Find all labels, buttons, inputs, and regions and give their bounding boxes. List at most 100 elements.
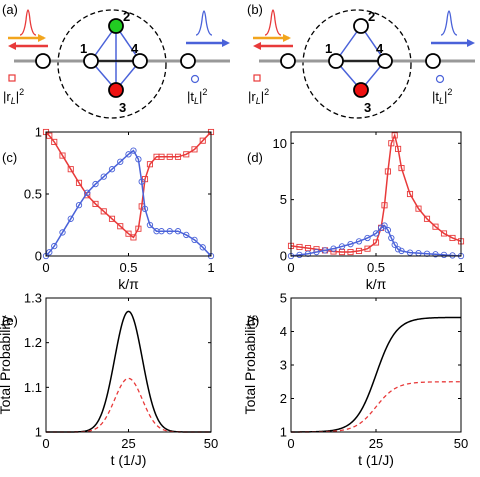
blue-arrow-head-icon	[467, 39, 475, 47]
lead-node-right	[180, 53, 196, 69]
data-point-circle	[296, 251, 303, 259]
data-point-circle	[406, 249, 414, 256]
y-tick-label: 1.1	[24, 380, 42, 395]
data-point-square	[395, 145, 402, 152]
y-tick-label: 0.5	[24, 187, 42, 202]
lead-node-left	[35, 53, 51, 69]
series-line-1	[46, 377, 211, 433]
node-2	[108, 18, 124, 34]
orange-arrow-head-icon	[38, 34, 46, 42]
x-tick-label: 25	[369, 436, 383, 451]
dashed-boundary-circle	[57, 9, 167, 119]
node-label-4: 4	[131, 41, 139, 56]
t-marker-icon	[190, 74, 200, 84]
plot-frame	[290, 131, 462, 257]
data-point-square	[67, 166, 74, 173]
x-tick-label: 50	[204, 436, 218, 451]
data-point-circle	[440, 251, 448, 259]
transmitted-wavepacket-icon	[195, 10, 213, 36]
data-point-circle	[138, 178, 145, 185]
data-point-square	[146, 161, 154, 168]
x-tick-label: 0	[42, 436, 49, 451]
r-marker-icon	[253, 74, 261, 82]
node-4	[132, 53, 148, 69]
x-tick-label: 0.5	[367, 260, 385, 275]
node-3	[108, 82, 124, 98]
x-tick-label: 1	[457, 260, 464, 275]
y-axis-label: Total Probability	[242, 316, 258, 415]
data-point-circle	[46, 249, 53, 256]
data-point-circle	[84, 189, 91, 196]
series-line-1	[290, 224, 462, 257]
x-tick-label: 0	[42, 260, 49, 275]
panel-label-b: (b)	[247, 2, 263, 17]
data-point-square	[355, 247, 363, 254]
data-point-square	[449, 234, 456, 242]
node-label-1: 1	[80, 41, 87, 56]
data-point-circle	[67, 215, 74, 222]
node-label-3: 3	[119, 100, 126, 115]
data-point-square	[108, 215, 116, 222]
incident-wavepacket-icon	[19, 9, 37, 36]
data-point-circle	[146, 221, 154, 229]
y-tick-label: 10	[273, 136, 287, 151]
data-point-square	[75, 179, 83, 186]
data-point-circle	[191, 236, 198, 244]
node-label-3: 3	[364, 100, 371, 115]
x-tick-label: 25	[121, 436, 135, 451]
data-point-square	[174, 153, 182, 160]
schematic-b: (b) 1 2 3 4 |rL|2 |tL|2	[247, 2, 475, 119]
data-point-circle	[321, 247, 329, 254]
r-label: |rL|2	[248, 87, 269, 106]
data-point-square	[117, 223, 124, 230]
data-point-circle	[338, 243, 346, 250]
data-point-circle	[158, 228, 165, 235]
data-point-circle	[449, 252, 456, 259]
data-point-circle	[141, 205, 149, 213]
x-axis-label: t (1/J)	[111, 452, 147, 468]
data-point-circle	[347, 241, 354, 248]
data-point-circle	[398, 247, 405, 255]
x-axis-label: k/π	[118, 276, 139, 292]
x-axis-label: k/π	[366, 276, 387, 292]
data-point-circle	[135, 156, 142, 163]
data-point-square	[51, 138, 58, 145]
data-point-square	[183, 151, 190, 158]
data-point-square	[199, 137, 206, 144]
series-line-0	[290, 133, 462, 253]
y-tick-label: 1	[280, 425, 287, 440]
node-label-4: 4	[376, 41, 384, 56]
data-point-circle	[153, 228, 160, 235]
data-point-square	[59, 152, 66, 159]
data-point-square	[381, 202, 388, 209]
data-point-circle	[364, 234, 371, 242]
data-point-circle	[130, 147, 137, 154]
t-marker-icon	[435, 74, 445, 84]
data-point-circle	[108, 166, 116, 173]
data-point-square	[135, 225, 142, 232]
data-point-circle	[59, 229, 66, 236]
series-line-0	[46, 310, 211, 433]
data-point-circle	[384, 226, 392, 234]
red-arrow-head-icon	[253, 42, 261, 50]
data-point-square	[46, 132, 53, 139]
y-tick-label: 1.3	[24, 291, 42, 306]
node-2	[353, 18, 369, 34]
incident-wavepacket-icon	[264, 9, 282, 36]
y-tick-label: 4	[280, 324, 287, 339]
y-tick-label: 1.2	[24, 335, 42, 350]
y-tick-label: 1	[35, 425, 42, 440]
data-point-square	[406, 190, 414, 198]
data-point-square	[191, 146, 198, 153]
y-tick-label: 5	[280, 291, 287, 306]
x-tick-label: 0	[287, 436, 294, 451]
plot-frame	[45, 297, 212, 433]
y-tick-label: 1	[35, 125, 42, 140]
data-point-square	[372, 239, 380, 246]
data-point-circle	[372, 230, 380, 237]
data-point-circle	[166, 228, 173, 235]
series-line-1	[45, 149, 212, 257]
t-label: |tL|2	[187, 87, 207, 106]
node-1	[83, 53, 99, 69]
